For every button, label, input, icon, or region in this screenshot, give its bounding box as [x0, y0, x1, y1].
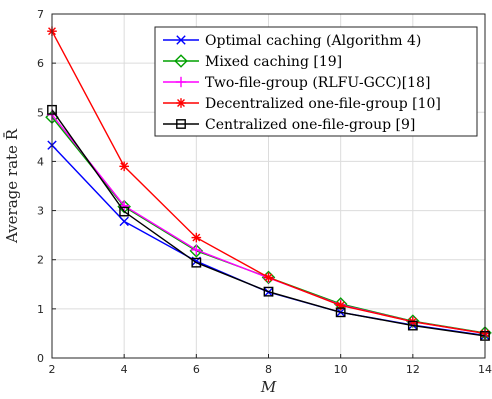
data-point [263, 286, 274, 297]
data-point [119, 216, 129, 227]
data-point [191, 232, 202, 243]
legend-marker [176, 119, 186, 129]
legend-label: Mixed caching [19] [205, 54, 342, 70]
x-axis-label: M [260, 378, 277, 396]
x-tick-label: 14 [478, 363, 492, 376]
x-tick-label: 4 [121, 363, 128, 376]
legend-label: Two-file-group (RLFU-GCC)[18] [205, 75, 430, 91]
legend-marker [175, 76, 187, 88]
data-point [189, 244, 204, 258]
legend-label: Decentralized one-file-group [10] [205, 96, 441, 112]
legend-item: Centralized one-file-group [9] [163, 117, 415, 133]
legend-label: Optimal caching (Algorithm 4) [205, 33, 421, 49]
data-point [119, 206, 130, 217]
data-point [119, 161, 129, 172]
y-axis-label: Average rate R̄ [3, 128, 21, 244]
data-point [263, 272, 274, 283]
series-line [51, 109, 486, 337]
x-tick-label: 8 [265, 363, 272, 376]
legend-box [154, 26, 478, 137]
y-tick-label: 5 [37, 106, 44, 119]
x-tick-label: 2 [49, 363, 56, 376]
y-tick-label: 6 [37, 57, 44, 70]
y-tick-label: 1 [37, 303, 44, 316]
data-point [117, 199, 131, 214]
data-point [407, 320, 418, 331]
data-point [191, 244, 202, 256]
y-tick-label: 3 [37, 205, 44, 218]
x-tick-label: 12 [406, 363, 420, 376]
legend-item: Two-file-group (RLFU-GCC)[18] [163, 75, 430, 91]
legend-item: Mixed caching [19] [163, 54, 342, 70]
data-point [191, 257, 202, 268]
legend-marker [176, 98, 186, 108]
data-point [406, 314, 420, 328]
legend-item: Optimal caching (Algorithm 4) [163, 33, 421, 49]
series-group [45, 26, 492, 341]
y-tick-label: 4 [37, 155, 44, 168]
y-tick-label: 0 [37, 352, 44, 365]
legend-label: Centralized one-file-group [9] [205, 117, 415, 133]
legend-marker [174, 54, 188, 68]
legend-item: Decentralized one-file-group [10] [163, 96, 441, 112]
y-tick-label: 2 [37, 254, 44, 267]
data-point [335, 307, 346, 318]
x-tick-label: 10 [334, 363, 348, 376]
x-tick-label: 6 [193, 363, 200, 376]
legend: Optimal caching (Algorithm 4) Mixed cachi… [154, 26, 478, 137]
y-tick-label: 7 [37, 8, 44, 21]
legend-marker [176, 35, 186, 45]
